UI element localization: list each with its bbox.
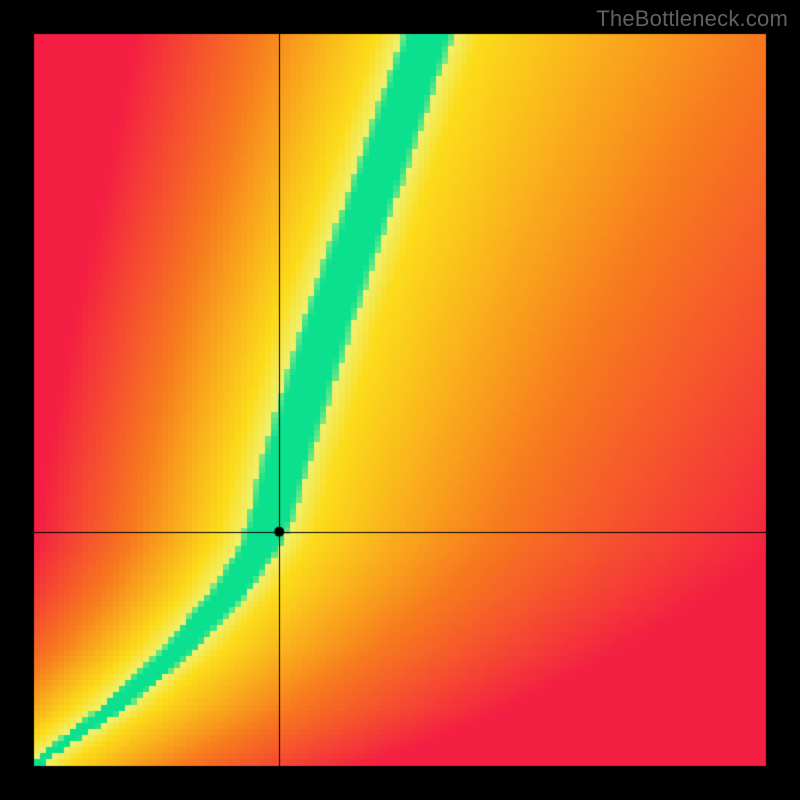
watermark-text: TheBottleneck.com	[596, 6, 788, 32]
chart-container: TheBottleneck.com	[0, 0, 800, 800]
bottleneck-heatmap	[0, 0, 800, 800]
